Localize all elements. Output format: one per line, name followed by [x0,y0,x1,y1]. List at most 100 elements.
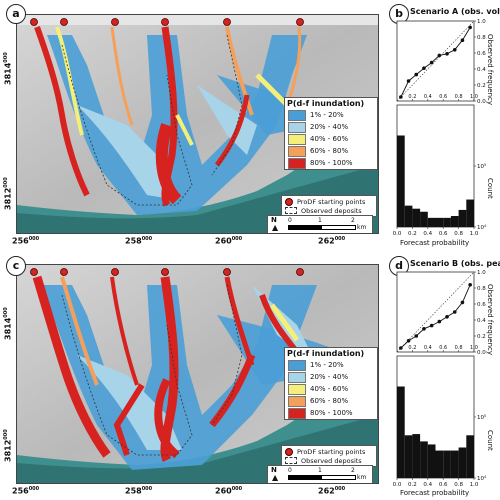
histogram-bar [427,217,436,227]
map-a: P(d-f inundation) 1% - 20% 20% - 40% 40%… [16,14,379,234]
scale-bar: N ▲ 0 1 2 km [267,465,373,483]
y-tick-label: 0.4 [477,67,486,73]
histogram-bar [427,444,436,478]
x-tick-262: 262000 [318,236,346,246]
histogram-bar [458,447,467,478]
ylabel-d: Observed frequency [486,284,494,356]
x-tick-label: 0.0 [393,482,402,488]
diagonal-reference [396,20,475,102]
x-tick-label: 0.4 [424,345,432,351]
y-tick-label: 104 [477,224,487,231]
y-tick-label: 105 [477,414,486,421]
legend-item: 80% - 100% [285,157,377,169]
panel-tag-b: b [389,4,409,24]
calibration-point [399,346,403,350]
x-tick-258: 258000 [125,236,153,246]
histogram-bar [435,217,444,227]
y-tick-label: 104 [477,475,487,482]
diagonal-reference [396,271,475,353]
probability-legend: P(d-f inundation) 1% - 20% 20% - 40% 40%… [284,347,378,420]
channel-west [34,25,90,197]
panel-tag-a: a [6,4,26,24]
ylabel-count-d: Count [486,430,494,451]
x-tick-label: 0.2 [408,231,417,237]
panel-tag-c: c [6,256,26,276]
y-tick-3814: 3814000 [3,52,13,85]
plot-frame [396,20,475,102]
x-tick-label: 0.2 [408,345,416,351]
y-tick-3812: 3812000 [3,429,13,462]
calibration-line [400,284,471,349]
legend-item: 40% - 60% [285,133,377,145]
y-tick-label: 0.2 [477,83,486,89]
y-tick-label: 0.2 [477,334,486,340]
y-tick-label: 1.0 [477,270,486,276]
x-tick-label: 0.8 [454,482,463,488]
x-tick-label: 0.0 [393,231,402,237]
x-tick-label: 0.4 [423,231,432,237]
xlabel-d: Forecast probability [400,489,470,497]
histogram-frame [396,355,475,479]
prodf-starting-points [30,268,304,276]
chart-title-d: Scenario B (obs. peak I15) [410,259,500,268]
y-tick-3812: 3812000 [3,177,13,210]
y-tick-label: 1.0 [477,19,486,25]
calibration-point [414,334,419,338]
calibration-point [437,53,442,58]
y-tick-label: 0.0 [477,350,486,356]
x-tick-label: 0.8 [454,231,463,237]
scale-bar: N ▲ 0 1 2 km [267,215,373,233]
histogram-bar [412,434,421,478]
histogram-frame [396,104,475,228]
histogram-bar [435,450,444,478]
calibration-point [399,95,403,99]
calibration-point [414,72,419,77]
histogram-bar [458,209,467,227]
probability-legend: P(d-f inundation) 1% - 20% 20% - 40% 40%… [284,97,378,170]
histogram-bar [412,208,421,227]
x-tick-label: 0.6 [439,94,447,100]
xlabel-b: Forecast probability [400,239,470,247]
prodf-starting-points [30,18,304,26]
calibration-point [406,79,411,83]
y-tick-label: 0.8 [477,286,486,292]
calibration-point [437,319,442,324]
calibration-point [445,315,449,319]
calibration-point [452,48,457,52]
calibration-line [400,27,471,98]
x-tick-260: 260000 [215,236,243,246]
channel-east [214,94,250,167]
x-tick-label: 1.0 [470,345,478,351]
histogram-bar [404,205,413,227]
calibration-point [429,323,434,328]
calibration-point [452,310,457,314]
calibration-point [460,38,465,42]
histogram-bar [404,435,413,478]
panel-tag-d: d [389,256,409,276]
legend-item: 60% - 80% [285,145,377,157]
histogram-bar [466,199,474,227]
x-tick-262: 262000 [318,486,346,496]
histogram-bar [397,386,405,478]
channel-east [209,353,256,428]
y-tick-label: 105 [477,163,486,170]
legend-item: 20% - 40% [285,121,377,133]
north-arrow-icon: N [271,466,277,474]
calibration-point [406,339,411,343]
histogram-bar [443,450,451,478]
histogram-bar [420,211,428,227]
legend-item: 1% - 20% [285,109,377,121]
observed-deposits-outline [61,44,193,206]
chart-title-b: Scenario A (obs. volume) [410,7,500,16]
calibration-point [468,25,472,30]
y-tick-label: 0.6 [477,302,486,308]
x-tick-260: 260000 [215,486,243,496]
x-tick-label: 0.6 [439,482,448,488]
symbol-legend: ProDF starting points Observed deposits [281,195,377,217]
legend-item: 80% - 100% [285,407,377,419]
histogram-bar [450,450,459,478]
histogram-bar [443,217,451,227]
observed-deposits-outline [61,294,193,456]
histogram-bar [397,135,405,227]
histogram-bar [466,435,474,478]
